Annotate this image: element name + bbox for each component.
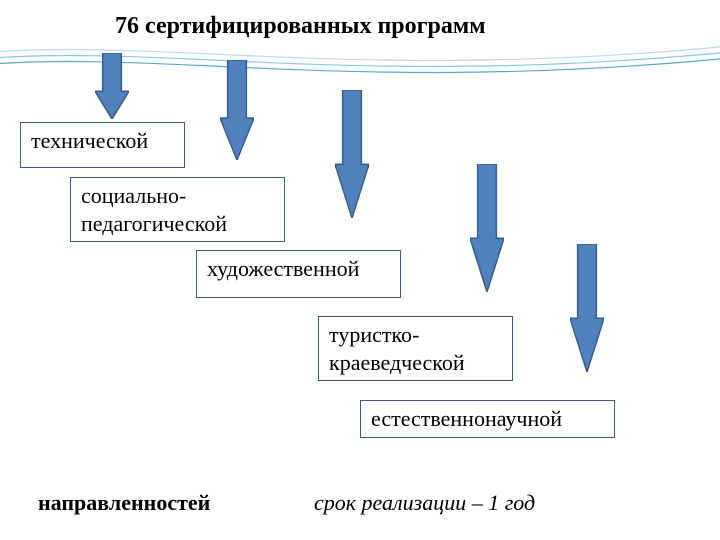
box-artistic: художественной — [196, 250, 401, 298]
page-title: 76 сертифицированных программ — [115, 13, 486, 40]
box-label: художественной — [207, 256, 359, 281]
box-technical: технической — [20, 122, 185, 168]
arrow-5 — [570, 244, 604, 372]
arrow-1 — [95, 53, 129, 119]
arrow-4 — [470, 164, 504, 292]
box-label: естественнонаучной — [371, 406, 562, 431]
box-label: технической — [31, 128, 148, 153]
box-label: социально- педагогической — [81, 183, 227, 236]
box-label: туристко- краеведческой — [329, 322, 465, 375]
box-tourism: туристко- краеведческой — [318, 316, 513, 381]
arrow-3 — [335, 90, 369, 218]
box-social-ped: социально- педагогической — [70, 177, 285, 242]
footer-duration-label: срок реализации – 1 год — [314, 490, 535, 516]
arrow-2 — [220, 60, 254, 160]
footer-directions-label: направленностей — [38, 490, 210, 516]
box-science: естественнонаучной — [360, 400, 615, 438]
